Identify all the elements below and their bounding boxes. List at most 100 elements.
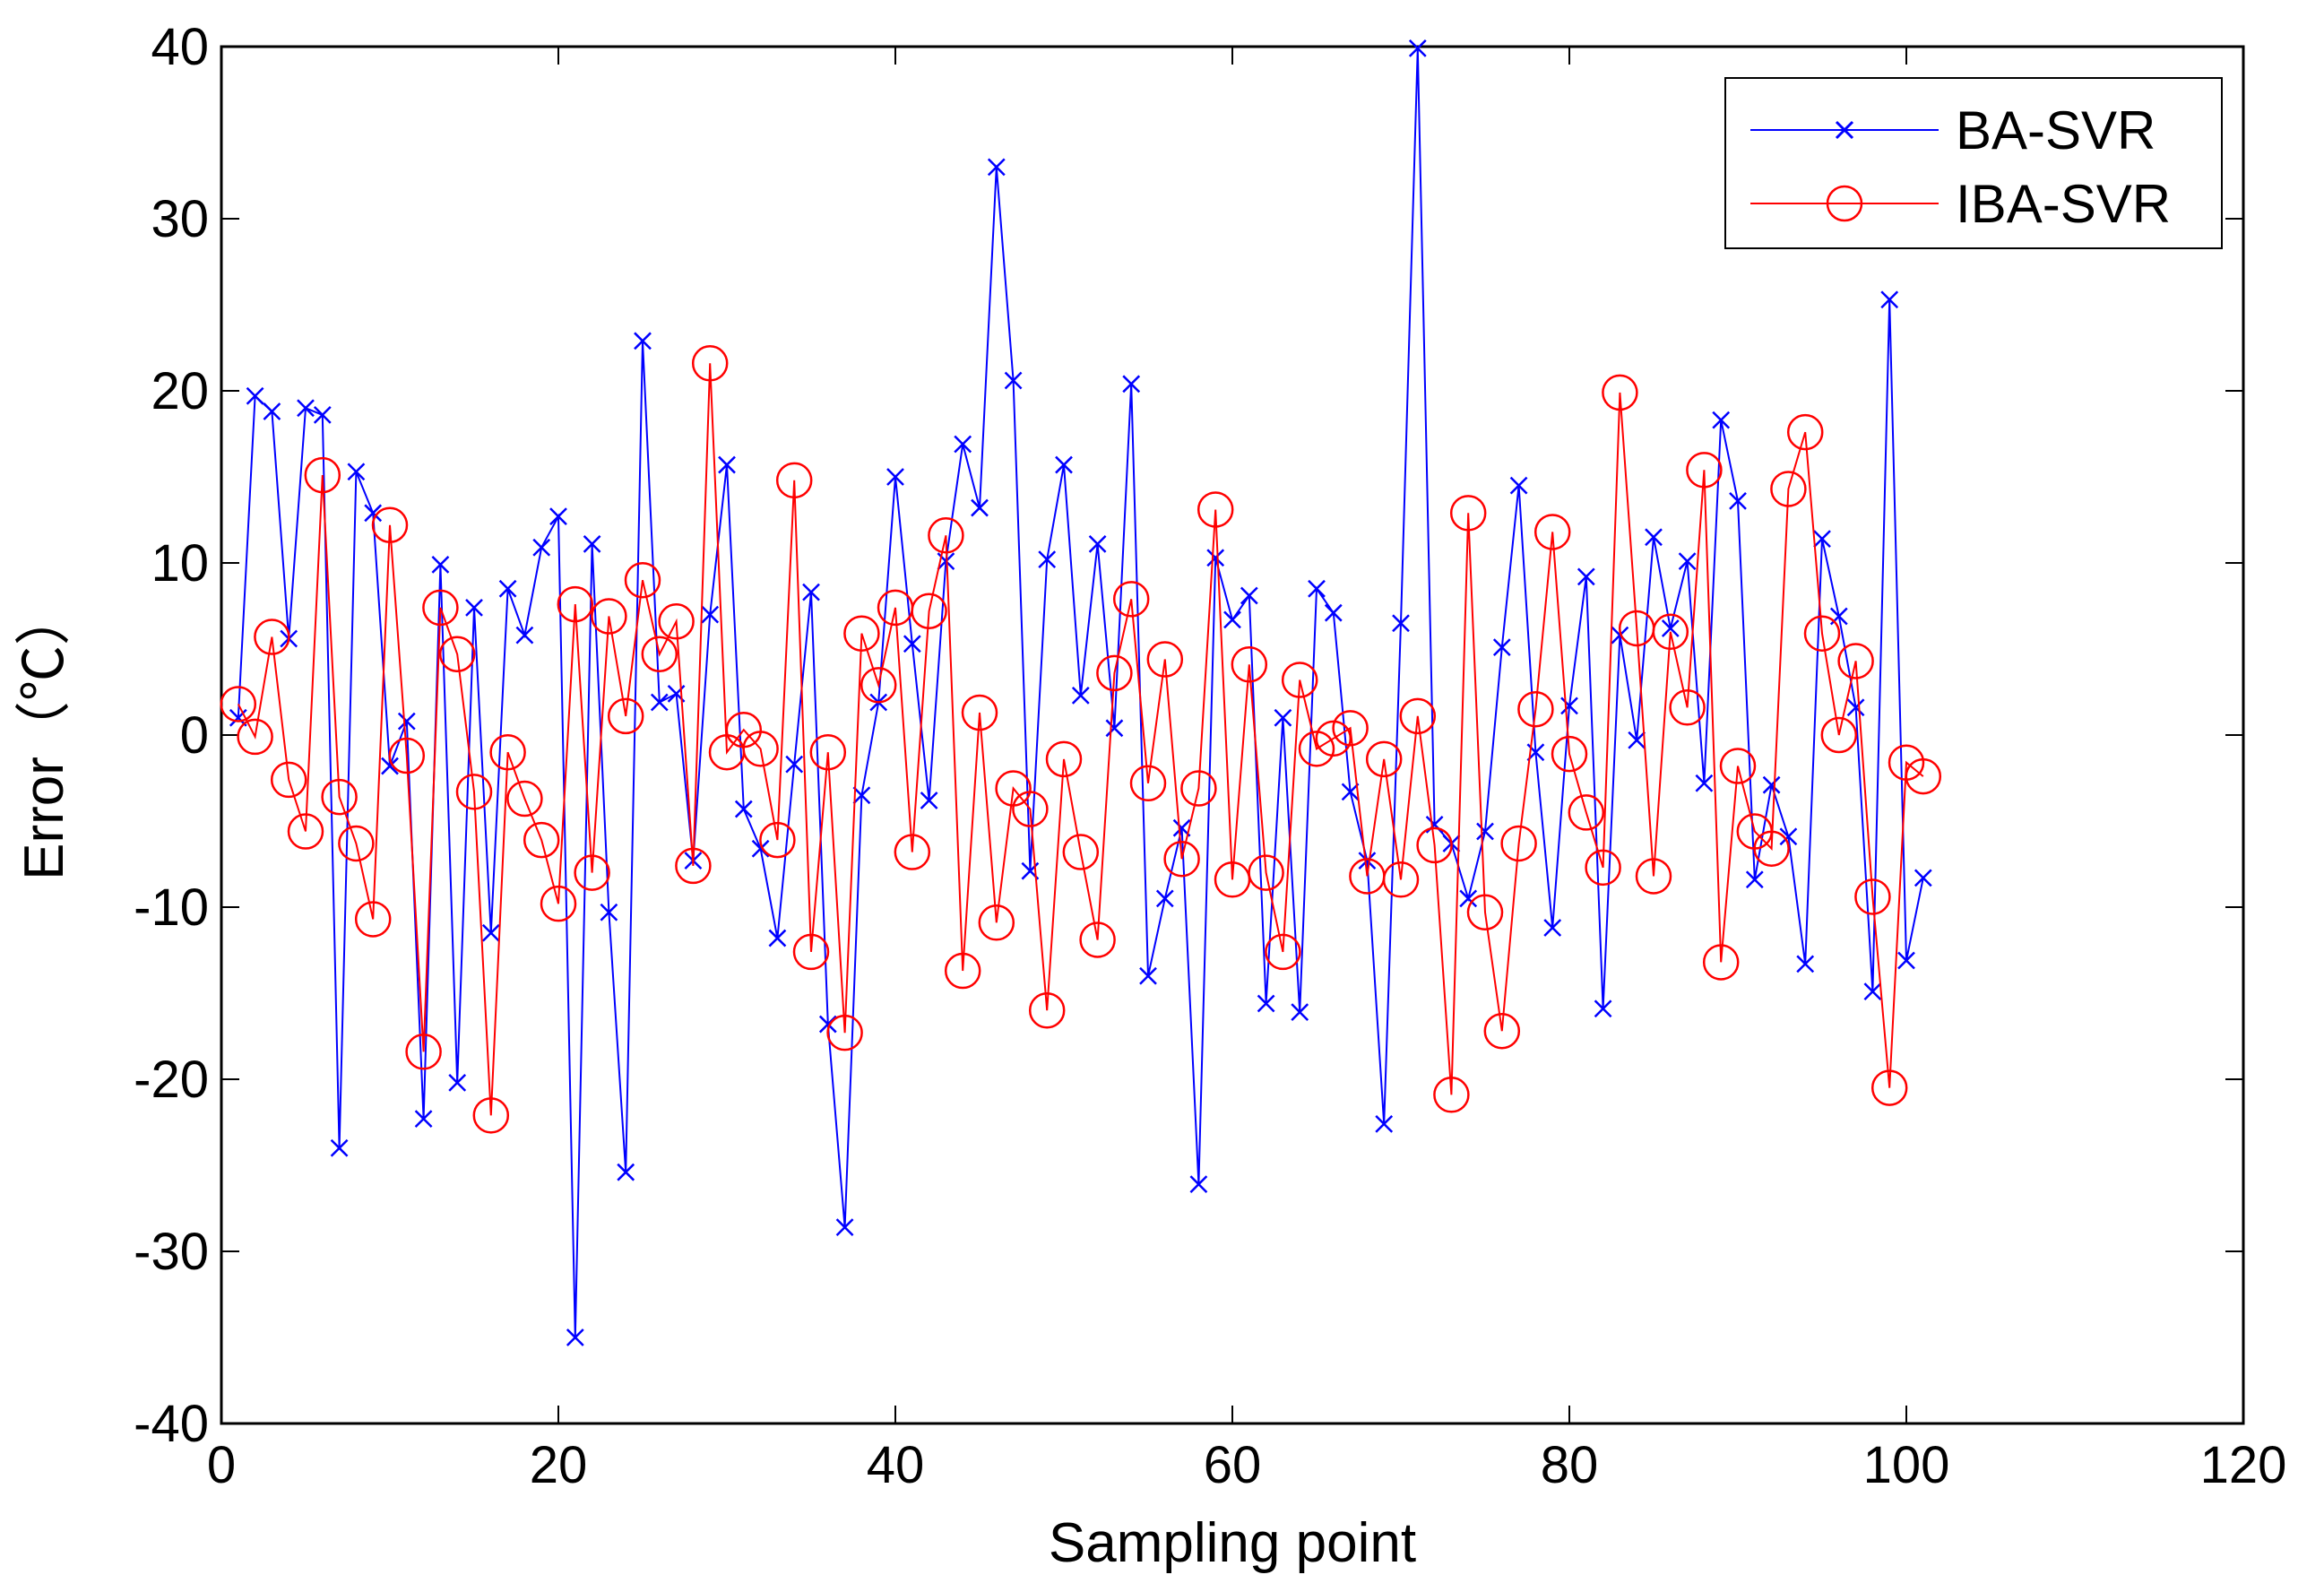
data-point-ba-svr	[381, 757, 399, 775]
data-point-ba-svr	[701, 605, 720, 624]
data-point-iba-svr	[1635, 858, 1672, 895]
data-point-ba-svr	[549, 507, 567, 526]
data-point-ba-svr	[954, 435, 972, 454]
data-point-iba-svr	[928, 517, 964, 554]
data-point-ba-svr	[886, 468, 904, 486]
data-point-ba-svr	[1004, 371, 1023, 390]
data-point-iba-svr	[1248, 854, 1284, 891]
data-point-ba-svr	[1796, 955, 1815, 973]
y-tick-label: 40	[151, 18, 209, 76]
data-point-ba-svr	[481, 923, 500, 942]
data-point-iba-svr	[1753, 830, 1790, 867]
data-point-iba-svr	[489, 733, 526, 771]
data-point-ba-svr	[1560, 696, 1578, 715]
data-point-ba-svr	[1543, 919, 1562, 937]
data-point-ba-svr	[1678, 552, 1697, 570]
data-point-ba-svr	[297, 399, 315, 418]
data-point-iba-svr	[624, 561, 661, 599]
data-point-ba-svr	[397, 712, 416, 731]
data-point-iba-svr	[1163, 840, 1200, 878]
data-point-iba-svr	[1602, 374, 1638, 411]
plot-area	[220, 45, 2245, 1425]
data-point-ba-svr	[1729, 491, 1747, 510]
data-point-iba-svr	[1399, 697, 1437, 735]
data-point-ba-svr	[835, 1218, 854, 1237]
data-point-ba-svr	[1846, 698, 1865, 717]
data-point-ba-svr	[1341, 783, 1360, 801]
data-point-iba-svr	[1382, 861, 1420, 898]
data-point-ba-svr	[414, 1110, 433, 1129]
data-point-ba-svr	[1897, 951, 1915, 970]
data-point-ba-svr	[768, 929, 787, 947]
data-point-iba-svr	[523, 821, 560, 859]
data-point-ba-svr	[1324, 603, 1343, 622]
data-point-iba-svr	[388, 737, 426, 774]
data-point-ba-svr	[1139, 966, 1157, 985]
data-point-ba-svr	[1055, 455, 1073, 474]
x-tick-label: 60	[1204, 1436, 1262, 1494]
x-tick-label: 20	[530, 1436, 588, 1494]
data-point-iba-svr	[1332, 710, 1369, 747]
data-point-ba-svr	[617, 1163, 635, 1181]
data-point-ba-svr	[1291, 1003, 1309, 1022]
data-point-ba-svr	[448, 1073, 467, 1092]
data-point-ba-svr	[347, 463, 366, 481]
data-point-iba-svr	[338, 825, 375, 862]
data-point-iba-svr	[591, 598, 627, 635]
data-point-ba-svr	[802, 583, 820, 601]
data-point-iba-svr	[1180, 770, 1217, 807]
data-point-ba-svr	[971, 498, 989, 517]
data-point-iba-svr	[254, 619, 290, 655]
data-point-ba-svr	[1155, 889, 1174, 908]
data-point-iba-svr	[1803, 615, 1841, 652]
data-point-iba-svr	[1500, 825, 1537, 862]
data-point-ba-svr	[785, 755, 804, 774]
data-point-iba-svr	[1686, 452, 1723, 489]
data-point-ba-svr	[313, 405, 332, 424]
data-point-iba-svr	[354, 901, 392, 938]
data-point-ba-svr	[1240, 586, 1258, 605]
data-point-ba-svr	[1038, 550, 1057, 569]
y-tick-label: -30	[134, 1223, 209, 1281]
data-point-ba-svr	[1880, 290, 1899, 309]
data-point-iba-svr	[944, 952, 981, 990]
data-point-ba-svr	[1695, 774, 1714, 792]
data-point-iba-svr	[1837, 643, 1874, 679]
data-point-ba-svr	[498, 579, 517, 598]
data-point-iba-svr	[321, 778, 358, 816]
data-point-iba-svr	[1449, 495, 1487, 532]
data-point-ba-svr	[1274, 708, 1292, 727]
data-point-ba-svr	[364, 504, 383, 523]
data-point-iba-svr	[1197, 491, 1234, 528]
data-point-ba-svr	[330, 1138, 349, 1157]
data-point-ba-svr	[1122, 375, 1141, 394]
data-point-iba-svr	[1702, 944, 1740, 981]
data-point-ba-svr	[246, 386, 264, 405]
data-point-iba-svr	[1365, 740, 1403, 778]
data-point-ba-svr	[1661, 619, 1680, 637]
data-point-ba-svr	[734, 800, 753, 818]
y-tick-label: 10	[151, 534, 209, 593]
x-tick-label: 40	[867, 1436, 925, 1494]
x-tick-label: 120	[2200, 1436, 2287, 1494]
data-point-iba-svr	[1096, 654, 1133, 692]
data-point-ba-svr	[1375, 1115, 1394, 1133]
legend-label-ba-svr: BA-SVR	[1956, 100, 2156, 160]
data-point-ba-svr	[650, 693, 669, 712]
data-point-ba-svr	[1071, 686, 1090, 705]
data-point-ba-svr	[1813, 530, 1831, 549]
data-point-iba-svr	[1129, 765, 1167, 802]
data-point-iba-svr	[641, 636, 678, 673]
data-point-ba-svr	[1206, 549, 1225, 567]
data-point-ba-svr	[583, 534, 601, 553]
data-point-iba-svr	[1533, 514, 1571, 550]
series-layer	[220, 39, 1942, 1346]
data-point-iba-svr	[438, 636, 476, 673]
data-point-iba-svr	[1466, 894, 1504, 931]
data-point-iba-svr	[860, 667, 897, 704]
data-point-ba-svr	[718, 455, 736, 474]
data-point-iba-svr	[472, 1097, 510, 1134]
data-point-ba-svr	[1594, 999, 1612, 1018]
data-point-ba-svr	[1914, 869, 1932, 887]
data-point-ba-svr	[1509, 476, 1528, 495]
